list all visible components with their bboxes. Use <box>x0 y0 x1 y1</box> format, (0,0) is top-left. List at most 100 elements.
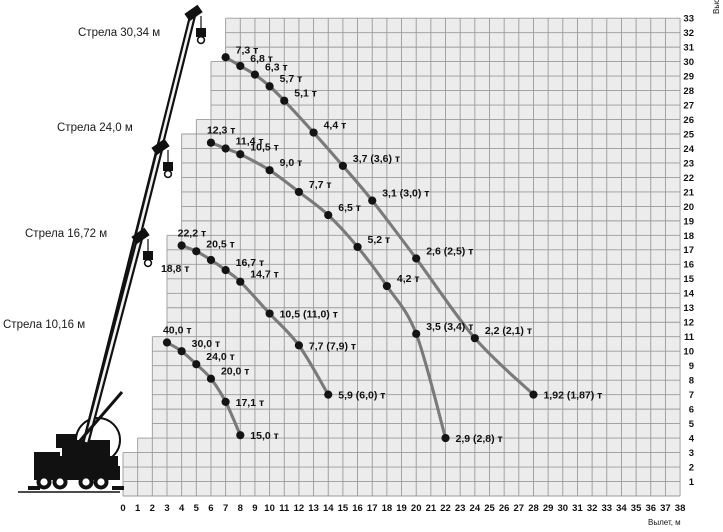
y-tick-label: 33 <box>683 14 694 25</box>
y-tick-label: 20 <box>683 202 694 213</box>
data-point <box>236 277 245 286</box>
data-point <box>412 254 421 263</box>
x-tick-label: 23 <box>455 503 466 514</box>
data-point-label: 4,2 т <box>397 273 420 285</box>
data-point-label: 6,8 т <box>250 53 273 65</box>
x-tick-label: 2 <box>150 503 155 514</box>
boom-length-label-10-16: Стрела 10,16 м <box>3 319 86 331</box>
x-tick-label: 33 <box>601 503 612 514</box>
data-point-label: 6,5 т <box>338 202 361 214</box>
data-point-label: 2,2 (2,1) т <box>485 325 532 337</box>
x-tick-label: 30 <box>558 503 569 514</box>
data-point <box>294 341 304 350</box>
data-point-label: 6,3 т <box>265 62 288 74</box>
y-tick-label: 32 <box>683 28 694 39</box>
y-tick-label: 26 <box>683 115 694 126</box>
data-point-label: 3,1 (3,0) т <box>382 188 429 200</box>
y-axis-ticks: 1234567891011121314151617181920212223242… <box>683 14 694 488</box>
y-tick-label: 31 <box>683 43 694 54</box>
x-tick-label: 31 <box>572 503 583 514</box>
data-points <box>162 53 538 443</box>
boom-length-label-24-0: Стрела 24,0 м <box>57 122 133 134</box>
data-point <box>309 128 318 137</box>
data-point <box>265 166 274 175</box>
data-point-label: 5,7 т <box>280 73 303 85</box>
x-tick-label: 3 <box>164 503 169 514</box>
x-tick-label: 21 <box>426 503 437 514</box>
y-tick-label: 14 <box>683 289 694 300</box>
data-point-label: 10,5 т <box>250 141 279 153</box>
y-tick-label: 1 <box>689 477 695 488</box>
y-tick-label: 27 <box>683 100 694 111</box>
y-tick-label: 4 <box>689 433 695 444</box>
x-tick-label: 11 <box>279 503 290 514</box>
x-tick-label: 26 <box>499 503 510 514</box>
boom-length-label-16-72: Стрела 16,72 м <box>25 228 108 240</box>
x-tick-label: 32 <box>587 503 598 514</box>
data-point-label: 5,1 т <box>294 88 317 100</box>
data-point <box>441 433 450 443</box>
data-point-labels: 7,3 т6,8 т6,3 т5,7 т 5,1 т 4,4 т 3,7 (3,6) … <box>161 44 602 445</box>
y-tick-label: 25 <box>683 129 694 140</box>
boom-length-label-30-34: Стрела 30,34 м <box>78 27 161 39</box>
data-point <box>324 390 333 399</box>
data-point <box>221 144 230 153</box>
data-point <box>265 82 274 91</box>
x-tick-label: 19 <box>396 503 407 514</box>
capacity-curve-1 <box>209 141 448 440</box>
x-tick-label: 28 <box>528 503 539 514</box>
data-point <box>338 161 347 170</box>
data-point <box>236 431 245 440</box>
x-tick-label: 17 <box>367 503 378 514</box>
y-tick-label: 15 <box>683 274 694 285</box>
y-tick-label: 7 <box>689 390 694 401</box>
data-point <box>324 210 333 220</box>
x-tick-label: 22 <box>440 503 451 514</box>
y-tick-label: 29 <box>683 71 694 82</box>
data-point <box>162 338 172 347</box>
data-point <box>221 266 230 275</box>
data-point-label: 3,7 (3,6) т <box>353 153 400 165</box>
data-point-label: 20,5 т <box>206 238 235 250</box>
data-point <box>470 334 479 343</box>
x-tick-label: 8 <box>238 503 243 514</box>
x-tick-label: 38 <box>675 503 686 514</box>
y-tick-label: 10 <box>683 347 694 358</box>
x-axis-ticks: 0 1 2 3 4 5 6 7 8 9 10 11 12 13 14 15 16 17 18 19 20 21 22 23 24… <box>120 503 685 514</box>
x-tick-label: 7 <box>223 503 228 514</box>
y-tick-label: 2 <box>689 462 694 473</box>
data-point <box>221 53 230 62</box>
data-point-label: 40,0 т <box>163 325 192 337</box>
y-tick-label: 3 <box>689 448 694 459</box>
data-point <box>529 390 538 399</box>
data-point <box>177 241 186 250</box>
x-tick-label: 36 <box>645 503 656 514</box>
x-tick-label: 4 <box>179 503 185 514</box>
y-tick-label: 16 <box>683 260 694 271</box>
data-point-label: 10,5 (11,0) т <box>280 309 338 321</box>
data-point <box>206 138 216 147</box>
data-point-label: 3,5 (3,4) т <box>426 321 473 333</box>
y-tick-label: 30 <box>683 57 694 68</box>
data-point-label: 5,9 (6,0) т <box>338 390 385 402</box>
data-point <box>265 309 274 318</box>
x-tick-label: 0 <box>120 503 125 514</box>
x-tick-label: 15 <box>338 503 349 514</box>
x-tick-label: 37 <box>660 503 671 514</box>
x-tick-label: 13 <box>308 503 319 514</box>
data-point-label: 2,6 (2,5) т <box>426 246 473 258</box>
data-point-label: 20,0 т <box>221 366 250 378</box>
data-point-label: 17,1 т <box>236 397 265 409</box>
y-tick-label: 13 <box>683 303 694 314</box>
data-point <box>192 247 201 256</box>
data-point <box>250 70 260 79</box>
data-point <box>177 347 186 356</box>
y-tick-label: 18 <box>683 231 694 242</box>
y-tick-label: 11 <box>684 332 695 343</box>
x-tick-label: 5 <box>194 503 200 514</box>
data-point <box>192 360 201 369</box>
y-tick-label: 17 <box>683 245 694 256</box>
y-axis-title: Высота подъема, м <box>712 0 721 14</box>
